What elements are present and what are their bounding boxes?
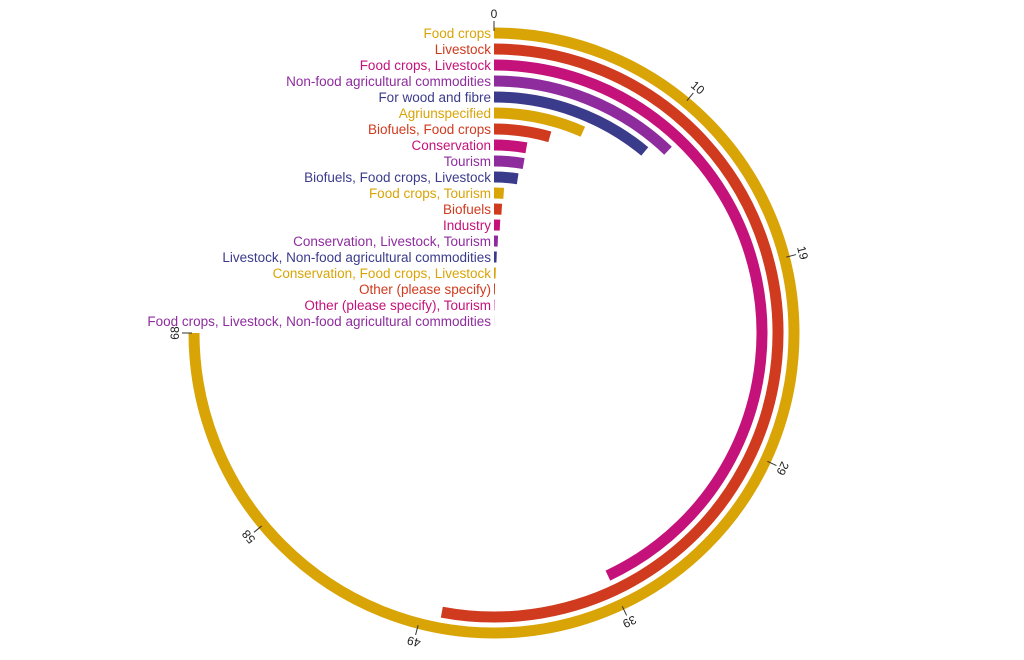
tick-label: 58 xyxy=(239,527,259,546)
category-label: Agriunspecified xyxy=(399,106,491,121)
bar-food-crops xyxy=(188,27,800,639)
tick-label: 68 xyxy=(168,326,182,340)
bar-non-food-agricultural-commodities xyxy=(493,75,672,155)
bar-conservation xyxy=(493,139,528,154)
category-label: Conservation, Livestock, Tourism xyxy=(293,234,491,249)
category-label: Other (please specify), Tourism xyxy=(304,298,491,313)
category-label: Conservation xyxy=(411,138,491,153)
tick-label: 19 xyxy=(794,245,811,262)
category-label: Food crops xyxy=(423,26,491,41)
category-label: Non-food agricultural commodities xyxy=(286,74,491,89)
category-label: Biofuels, Food crops xyxy=(368,122,491,137)
bar-biofuels-food-crops xyxy=(493,123,552,143)
category-label: Food crops, Livestock xyxy=(360,58,492,73)
bar-biofuels-food-crops-livestock xyxy=(493,171,519,185)
category-label: Biofuels, Food crops, Livestock xyxy=(304,170,491,185)
category-label: Food crops, Tourism xyxy=(369,186,491,201)
tick-label: 49 xyxy=(405,633,422,650)
category-label: For wood and fibre xyxy=(378,90,491,105)
tick-label: 29 xyxy=(773,459,791,477)
category-label: Livestock, Non-food agricultural commodi… xyxy=(222,250,491,265)
bar-tourism xyxy=(493,155,525,170)
tick-mark xyxy=(767,460,777,467)
bar-livestock xyxy=(440,43,784,623)
category-label: Conservation, Food crops, Livestock xyxy=(273,266,492,281)
category-label: Other (please specify) xyxy=(359,282,491,297)
tick-mark xyxy=(415,625,419,636)
tick-mark xyxy=(786,254,797,258)
category-label: Biofuels xyxy=(443,202,491,217)
tick-label: 39 xyxy=(620,612,638,630)
category-label: Industry xyxy=(443,218,491,233)
tick-label: 10 xyxy=(688,78,707,98)
tick-label: 0 xyxy=(491,7,498,21)
category-label: Livestock xyxy=(435,42,492,57)
bar-for-wood-and-fibre xyxy=(493,91,649,156)
tick-mark xyxy=(686,92,694,101)
tick-mark xyxy=(253,525,262,533)
bar-food-crops-livestock xyxy=(493,59,768,581)
tick-mark xyxy=(621,606,628,616)
bars-group xyxy=(188,27,800,639)
bar-agriunspecified xyxy=(493,107,586,137)
category-label: Tourism xyxy=(444,154,491,169)
category-label: Food crops, Livestock, Non-food agricult… xyxy=(147,314,491,329)
